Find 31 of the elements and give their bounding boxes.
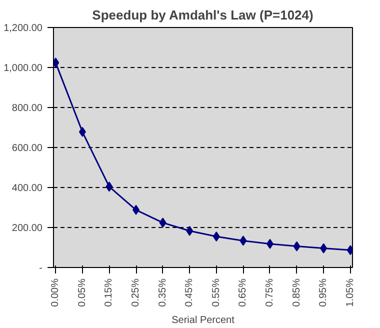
x-tick-label: 0.05% — [76, 278, 88, 307]
x-tick-label: 0.25% — [130, 278, 142, 307]
y-tick-label: 800.00 — [12, 103, 43, 114]
y-tick-label: 400.00 — [12, 183, 43, 194]
x-tick-label: 0.55% — [210, 278, 222, 307]
x-tick-label: 0.75% — [264, 278, 276, 307]
chart-title: Speedup by Amdahl's Law (P=1024) — [92, 8, 314, 22]
point — [293, 241, 300, 252]
x-tick-label: 0.95% — [318, 278, 330, 307]
x-tick-label: 1.05% — [344, 278, 356, 307]
y-tick-label: 200.00 — [12, 223, 43, 234]
point — [186, 226, 194, 236]
y-tick-label: - — [39, 263, 43, 274]
point — [159, 218, 166, 228]
y-tick-label: 600.00 — [12, 143, 43, 154]
x-tick-label: 0.35% — [157, 278, 168, 307]
x-tick-label: 0.65% — [238, 278, 249, 307]
x-tick-label: 0.85% — [291, 278, 302, 307]
x-tick-label: 0.00% — [50, 278, 62, 307]
point — [212, 232, 220, 242]
x-tick-label: 0.45% — [184, 278, 196, 307]
point — [266, 238, 274, 249]
point — [320, 243, 328, 254]
y-tick-label: 1,200.00 — [4, 23, 43, 34]
x-axis-title: Serial Percent — [172, 314, 235, 326]
y-tick-label: 1,000.00 — [4, 63, 43, 74]
x-tick-label: 0.15% — [104, 278, 115, 307]
point — [78, 126, 86, 137]
point — [240, 236, 247, 246]
point — [106, 182, 113, 192]
point — [132, 204, 140, 215]
